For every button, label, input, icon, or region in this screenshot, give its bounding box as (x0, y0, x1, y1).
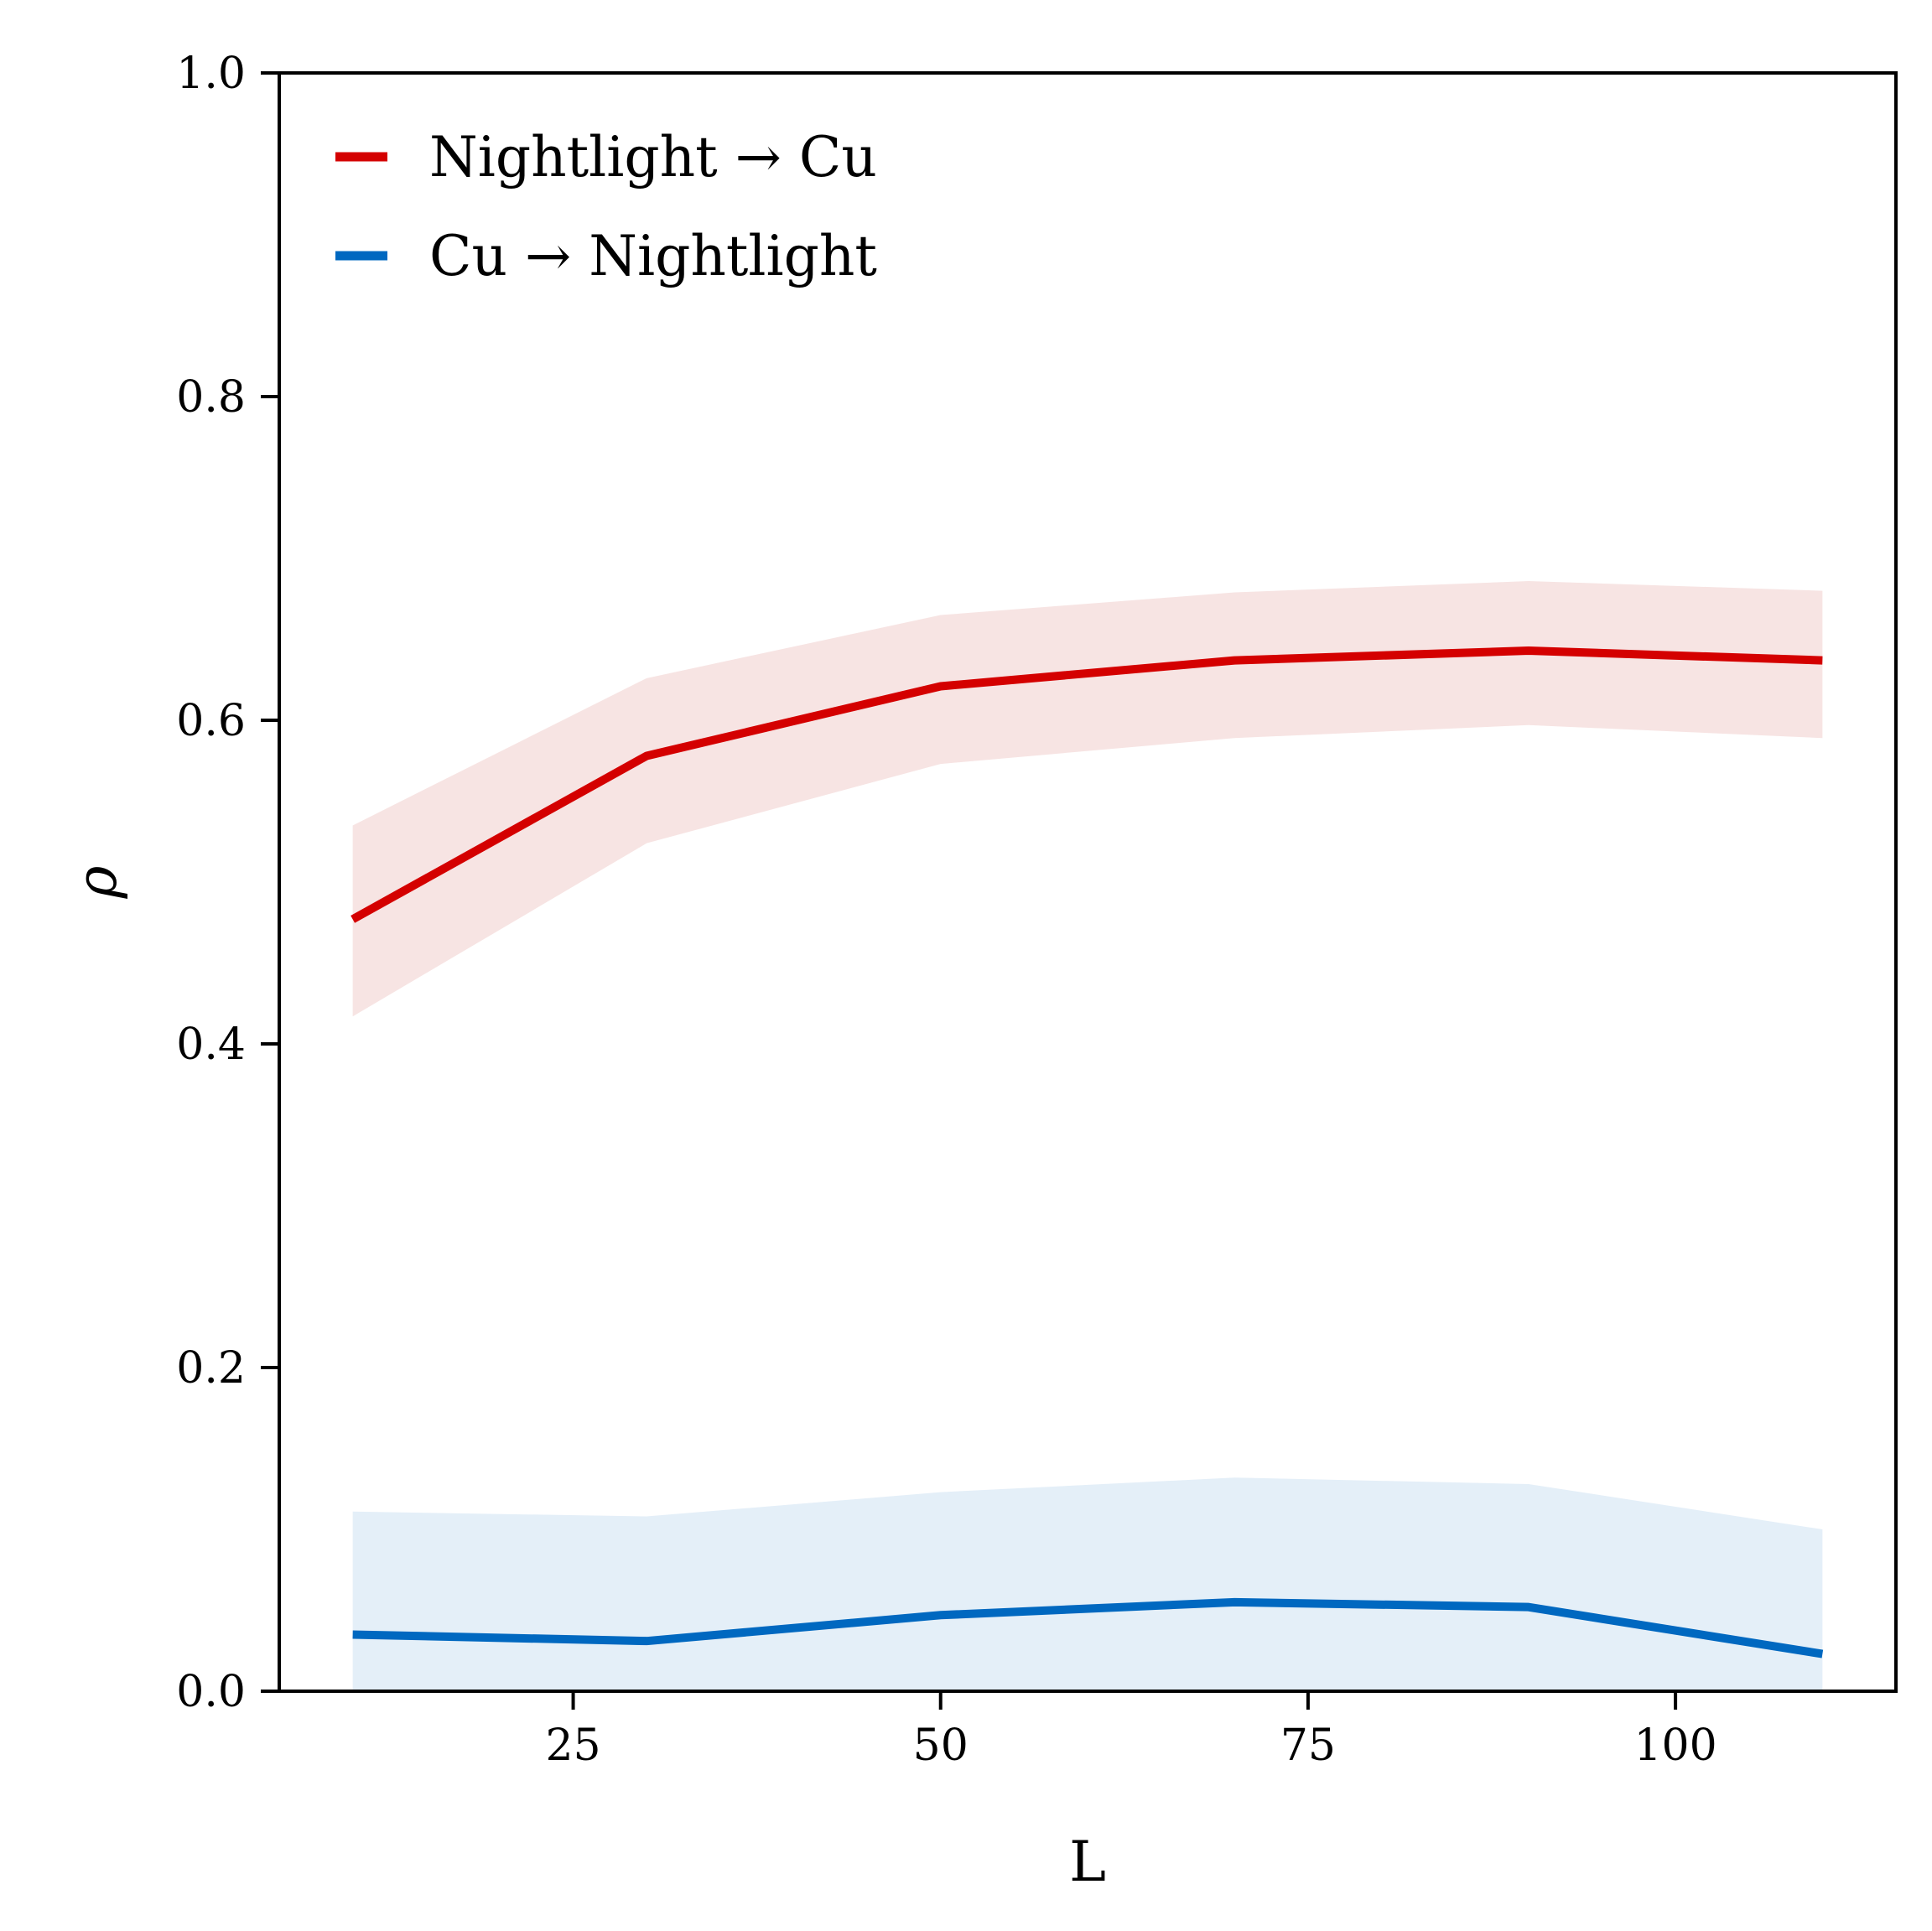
series-1-line (351, 646, 1823, 923)
legend: Nightlight → Cu Cu → Nightlight (335, 125, 877, 288)
legend-label-2: Cu → Nightlight (429, 224, 877, 288)
y-tick-label: 0.2 (176, 1343, 246, 1394)
series-1-band (352, 581, 1823, 1017)
x-tick-label: 75 (1280, 1721, 1336, 1771)
plot-frame (278, 71, 1898, 1693)
legend-label-1: Nightlight → Cu (429, 125, 877, 189)
y-tick-label: 0.0 (176, 1667, 246, 1717)
y-tick-label: 0.4 (176, 1020, 246, 1070)
x-axis-ticks: 25 50 75 100 (545, 1691, 1717, 1771)
y-axis-ticks: 0.0 0.2 0.4 0.6 0.8 1.0 (176, 49, 279, 1717)
series-2-line (352, 1597, 1824, 1658)
series-lines (351, 646, 1824, 1658)
confidence-bands (352, 581, 1823, 1691)
x-tick-label: 25 (545, 1721, 600, 1771)
y-tick-label: 0.8 (176, 372, 246, 423)
x-tick-label: 50 (913, 1721, 969, 1771)
x-axis-label: L (1069, 1830, 1106, 1894)
y-tick-label: 1.0 (176, 49, 246, 99)
y-tick-label: 0.6 (176, 696, 246, 746)
y-axis-label: ρ (65, 865, 129, 899)
x-tick-label: 100 (1633, 1721, 1716, 1771)
series-2-band (352, 1477, 1823, 1691)
